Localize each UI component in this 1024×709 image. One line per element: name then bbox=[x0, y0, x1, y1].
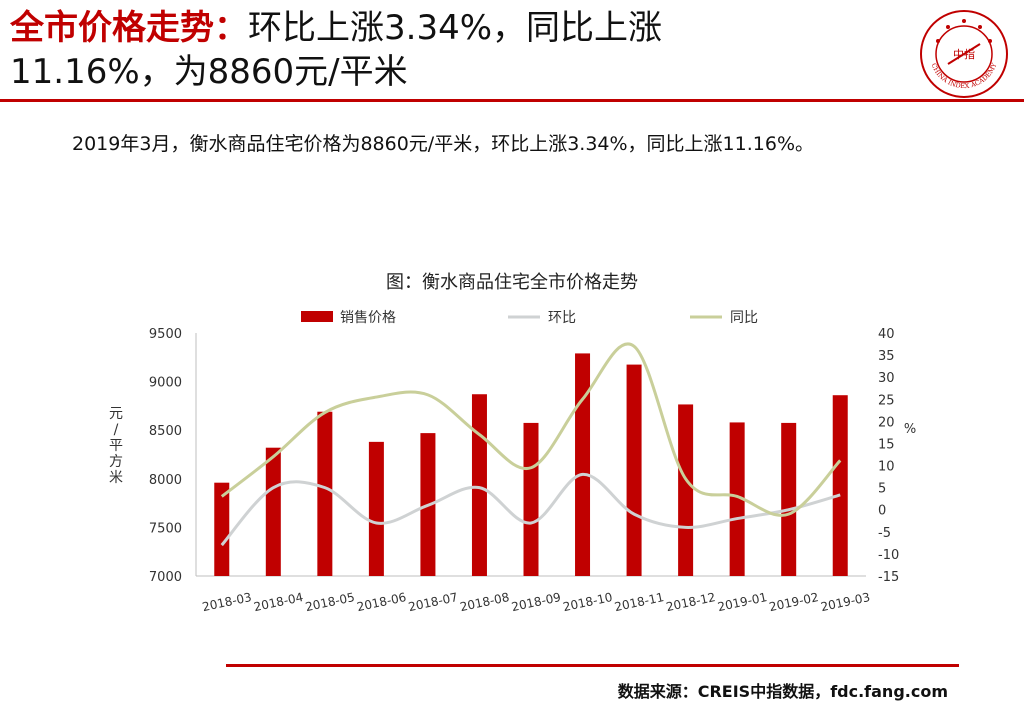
x-tick-label: 2019-01 bbox=[716, 590, 768, 614]
bar-2018-10 bbox=[575, 353, 591, 576]
x-tick-label: 2018-06 bbox=[356, 590, 408, 614]
y2-tick-label: 20 bbox=[878, 415, 895, 430]
page-title-line1: 环比上涨3.34%，同比上涨 bbox=[248, 8, 663, 48]
x-tick-label: 2018-09 bbox=[510, 590, 562, 614]
legend-label-yoy: 同比 bbox=[730, 310, 758, 326]
legend-label-price: 销售价格 bbox=[340, 310, 396, 326]
data-source: 数据来源：CREIS中指数据，fdc.fang.com bbox=[617, 682, 948, 701]
y-axis-label-char: 平 bbox=[109, 438, 123, 454]
title-divider bbox=[0, 99, 1024, 102]
x-tick-label: 2018-03 bbox=[201, 590, 253, 614]
legend-label-mom: 环比 bbox=[548, 310, 576, 326]
footer-divider bbox=[226, 664, 959, 667]
y-tick-label: 9500 bbox=[149, 327, 182, 342]
bar-2019-02 bbox=[781, 422, 797, 576]
y2-tick-label: 15 bbox=[878, 437, 895, 452]
x-tick-label: 2018-05 bbox=[304, 590, 356, 614]
bar-2018-11 bbox=[626, 364, 642, 576]
y-tick-label: 8500 bbox=[149, 424, 182, 439]
bar-2019-03 bbox=[832, 395, 848, 576]
y-tick-label: 7000 bbox=[149, 570, 182, 585]
y2-tick-label: -5 bbox=[878, 526, 891, 541]
line-series-yoy bbox=[220, 342, 842, 517]
y2-tick-label: 10 bbox=[878, 460, 895, 475]
x-tick-label: 2019-03 bbox=[819, 590, 871, 614]
y-axis-label-char: 方 bbox=[109, 454, 123, 470]
y-tick-label: 8000 bbox=[149, 473, 182, 488]
y2-axis-label: % bbox=[904, 422, 916, 437]
bar-2018-04 bbox=[265, 447, 281, 576]
page-title-line2: 11.16%，为8860元/平米 bbox=[10, 52, 408, 92]
summary-text: 2019年3月，衡水商品住宅价格为8860元/平米，环比上涨3.34%，同比上涨… bbox=[72, 133, 815, 155]
y2-tick-label: -15 bbox=[878, 570, 899, 585]
bar-2018-05 bbox=[317, 411, 333, 576]
x-tick-label: 2018-12 bbox=[665, 590, 717, 614]
page-title-highlight: 全市价格走势： bbox=[10, 8, 248, 48]
x-tick-label: 2018-07 bbox=[407, 590, 459, 614]
x-tick-label: 2018-04 bbox=[252, 590, 304, 614]
bar-2018-06 bbox=[368, 441, 384, 576]
y-axis-label-char: / bbox=[114, 422, 119, 438]
x-tick-label: 2018-08 bbox=[459, 590, 511, 614]
x-tick-label: 2018-11 bbox=[613, 590, 665, 614]
page-title: 全市价格走势：环比上涨3.34%，同比上涨 11.16%，为8860元/平米 bbox=[10, 6, 890, 94]
bar-2018-09 bbox=[523, 422, 539, 576]
y-axis-label-char: 米 bbox=[109, 470, 123, 486]
y2-tick-label: 30 bbox=[878, 371, 895, 386]
y2-tick-label: 40 bbox=[878, 327, 895, 342]
y2-tick-label: 25 bbox=[878, 393, 895, 408]
bar-2019-01 bbox=[729, 422, 745, 576]
y-tick-label: 7500 bbox=[149, 521, 182, 536]
bar-2018-08 bbox=[471, 394, 487, 576]
seal-center-text: 中指 bbox=[953, 47, 975, 61]
china-index-academy-seal-icon: CHINA INDEX ACADEMY 中指 bbox=[918, 8, 1010, 100]
y2-tick-label: 5 bbox=[878, 482, 886, 497]
chart-title: 图：衡水商品住宅全市价格走势 bbox=[386, 272, 638, 293]
x-tick-label: 2019-02 bbox=[768, 590, 820, 614]
y2-tick-label: -10 bbox=[878, 548, 899, 563]
x-tick-label: 2018-10 bbox=[562, 590, 614, 614]
bar-2018-03 bbox=[214, 482, 230, 576]
y-axis-label-char: 元 bbox=[109, 406, 123, 422]
legend-swatch-price bbox=[301, 311, 333, 322]
bar-2018-12 bbox=[678, 404, 694, 576]
line-series-mom bbox=[220, 472, 841, 547]
y2-tick-label: 0 bbox=[878, 504, 886, 519]
y2-tick-label: 35 bbox=[878, 349, 895, 364]
y-tick-label: 9000 bbox=[149, 376, 182, 391]
